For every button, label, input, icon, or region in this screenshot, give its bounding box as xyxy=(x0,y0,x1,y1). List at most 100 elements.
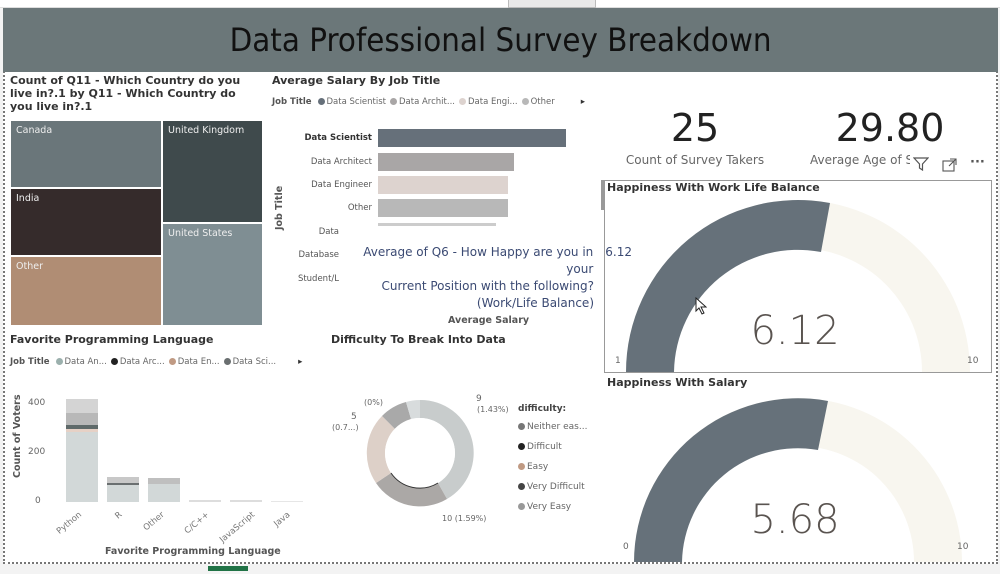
legend-item[interactable]: Data En... xyxy=(168,357,220,367)
legend-label: Data Arc... xyxy=(119,357,165,367)
legend-label: Very Difficult xyxy=(527,482,585,492)
lang-chart-title: Favorite Programming Language xyxy=(10,333,214,346)
tile-label: United Kingdom xyxy=(168,125,245,136)
tooltip-value: 6.12 xyxy=(605,245,632,259)
salary-legend: Job Title Data Scientist Data Archit... … xyxy=(272,97,585,107)
salary-bar-data-architect[interactable] xyxy=(378,153,514,171)
treemap-tile-united-states[interactable]: United States xyxy=(162,223,263,326)
legend-label: Data Sci... xyxy=(232,357,277,367)
lang-bar-java[interactable] xyxy=(271,501,303,502)
legend-label: Very Easy xyxy=(527,502,572,512)
legend-title: Job Title xyxy=(272,97,312,107)
lang-legend: Job Title Data An... Data Arc... Data En… xyxy=(10,357,302,367)
page-tab-indicator[interactable] xyxy=(208,566,248,571)
legend-item[interactable]: Data Scientist xyxy=(317,97,387,107)
salary-x-axis-label: Average Salary xyxy=(448,315,530,326)
salary-scrollbar[interactable] xyxy=(601,180,604,210)
donut-label-left: 5 xyxy=(351,412,357,422)
report-header: Data Professional Survey Breakdown xyxy=(3,8,998,72)
tooltip-line2: Current Position with the following? xyxy=(381,279,594,293)
gauge-salary-value: 5.68 xyxy=(750,497,840,543)
donut-label-bottom: 10 (1.59%) xyxy=(442,514,487,523)
legend-item[interactable]: Difficult xyxy=(518,437,587,457)
legend-item[interactable]: Data An... xyxy=(55,357,107,367)
bar-label: Data Architect xyxy=(310,157,372,167)
gauge-salary[interactable] xyxy=(604,378,992,564)
tile-label: Canada xyxy=(16,125,53,136)
legend-label: Data Engi... xyxy=(467,97,518,107)
legend-label: Data An... xyxy=(64,357,107,367)
y-tick: 200 xyxy=(28,447,46,457)
report-title: Data Professional Survey Breakdown xyxy=(229,21,772,59)
salary-bar-partial[interactable] xyxy=(378,223,496,226)
lang-bar-cpp[interactable] xyxy=(189,500,221,502)
bar-label: Data Scientist xyxy=(304,133,372,143)
donut-label-top-right: 9 xyxy=(476,394,482,404)
lang-bar-r[interactable] xyxy=(107,477,139,502)
legend-next-arrow-icon[interactable]: ▸ xyxy=(298,357,303,367)
page-tab[interactable] xyxy=(508,0,596,8)
lang-bar-python[interactable] xyxy=(66,399,98,502)
legend-label: Data Scientist xyxy=(326,97,387,107)
gauge-wlb-frame[interactable] xyxy=(604,180,992,373)
legend-item[interactable]: Easy xyxy=(518,457,587,477)
tile-label: United States xyxy=(168,228,233,239)
gauge-wlb[interactable] xyxy=(604,180,992,373)
legend-title: difficulty: xyxy=(518,404,567,414)
legend-item[interactable]: Data Sci... xyxy=(223,357,277,367)
gauge-wlb-value: 6.12 xyxy=(750,308,840,354)
donut-label-top-left: (0%) xyxy=(364,398,383,407)
legend-label: Other xyxy=(530,97,555,107)
legend-next-arrow-icon[interactable]: ▸ xyxy=(580,97,586,107)
bar-label: Data xyxy=(318,227,339,237)
legend-label: Difficult xyxy=(527,442,562,452)
y-tick: 0 xyxy=(35,496,41,506)
legend-item[interactable]: Data Engi... xyxy=(458,97,518,107)
salary-bar-data-scientist[interactable] xyxy=(378,129,566,147)
legend-label: Neither eas... xyxy=(527,422,588,432)
tooltip-line3: (Work/Life Balance) xyxy=(476,296,594,310)
lang-y-axis-label: Count of Voters xyxy=(12,394,23,478)
treemap-tile-canada[interactable]: Canada xyxy=(10,120,162,188)
lang-bar-javascript[interactable] xyxy=(230,500,262,502)
gauge-wlb-title: Happiness With Work Life Balance xyxy=(607,181,820,194)
salary-chart-title: Average Salary By Job Title xyxy=(272,74,441,87)
legend-title: Job Title xyxy=(10,357,50,367)
legend-item[interactable]: Very Easy xyxy=(518,497,587,517)
legend-label: Data Archit... xyxy=(399,97,455,107)
salary-bar-data-engineer[interactable] xyxy=(378,176,508,194)
treemap-tile-other[interactable]: Other xyxy=(10,256,162,326)
focus-mode-icon[interactable] xyxy=(942,158,958,176)
cursor-pointer-icon xyxy=(695,296,708,319)
salary-bar-other[interactable] xyxy=(378,199,508,217)
kpi-survey-count: 25 xyxy=(670,106,720,150)
legend-label: Easy xyxy=(527,462,549,472)
gauge-wlb-min: 1 xyxy=(615,356,621,366)
kpi-average-age: 29.80 xyxy=(835,106,945,150)
lang-x-axis-label: Favorite Programming Language xyxy=(105,546,281,557)
difficulty-legend: difficulty: Neither eas... Difficult Eas… xyxy=(518,403,587,517)
legend-item[interactable]: Data Archit... xyxy=(390,97,455,107)
bar-label: Database xyxy=(298,250,339,260)
legend-item[interactable]: Very Difficult xyxy=(518,477,587,497)
window-top-strip xyxy=(0,0,1000,8)
gauge-salary-min: 0 xyxy=(623,542,629,552)
bar-label: Student/L xyxy=(297,274,339,284)
more-options-icon[interactable]: ··· xyxy=(970,155,985,170)
difficulty-donut[interactable] xyxy=(365,398,475,508)
donut-label-top-right-pct: (1.43%) xyxy=(477,405,509,414)
legend-item[interactable]: Other xyxy=(521,97,555,107)
gauge-salary-title: Happiness With Salary xyxy=(607,376,748,389)
legend-item[interactable]: Data Arc... xyxy=(110,357,165,367)
lang-bar-other[interactable] xyxy=(148,478,180,502)
gauge-tooltip: Average of Q6 - How Happy are you in you… xyxy=(350,244,640,312)
tooltip-line1: Average of Q6 - How Happy are you in you… xyxy=(363,245,594,276)
filter-icon[interactable] xyxy=(912,157,930,175)
gauge-salary-max: 10 xyxy=(957,542,969,552)
kpi-survey-count-label: Count of Survey Takers xyxy=(625,153,765,167)
treemap-tile-india[interactable]: India xyxy=(10,188,162,256)
treemap-title: Count of Q11 - Which Country do you live… xyxy=(10,74,241,113)
gauge-wlb-max: 10 xyxy=(967,356,979,366)
treemap-tile-united-kingdom[interactable]: United Kingdom xyxy=(162,120,263,223)
legend-item[interactable]: Neither eas... xyxy=(518,417,587,437)
